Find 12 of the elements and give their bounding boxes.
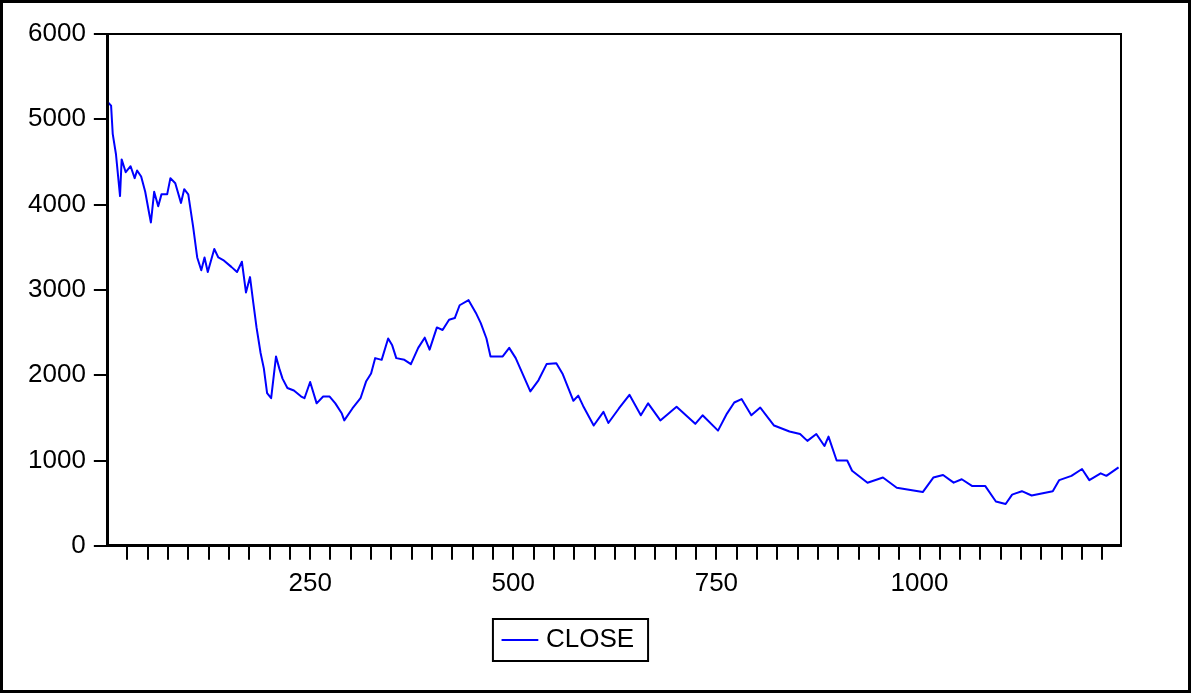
x-tick-label: 500 xyxy=(491,566,535,597)
y-tick-label: 4000 xyxy=(28,187,86,218)
y-tick-label: 0 xyxy=(71,528,86,559)
y-tick-label: 6000 xyxy=(28,17,86,48)
x-tick-label: 1000 xyxy=(890,566,949,597)
y-tick-label: 5000 xyxy=(28,102,86,133)
x-tick-label: 250 xyxy=(288,566,332,597)
y-tick-label: 3000 xyxy=(28,273,86,304)
y-tick-label: 2000 xyxy=(28,358,86,389)
legend-label: CLOSE xyxy=(545,623,635,654)
x-tick-label: 750 xyxy=(694,566,739,597)
y-tick-label: 1000 xyxy=(28,443,86,474)
